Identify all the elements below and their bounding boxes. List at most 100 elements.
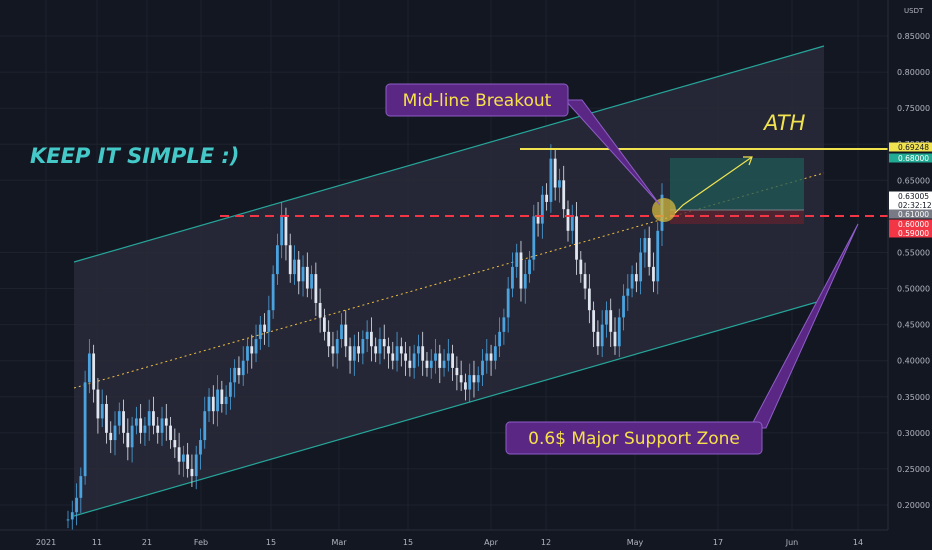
candle-body bbox=[472, 375, 476, 383]
candle-body bbox=[370, 331, 373, 347]
candle-body bbox=[464, 382, 467, 390]
ath-label: ATH bbox=[762, 111, 806, 135]
candle-body bbox=[216, 389, 219, 412]
price-tick-label: 0.35000 bbox=[897, 393, 930, 402]
candle-body bbox=[425, 360, 429, 368]
candle-body bbox=[100, 403, 104, 419]
candle-body bbox=[301, 266, 305, 282]
price-tick-label: 0.85000 bbox=[897, 32, 930, 41]
candle-body bbox=[545, 194, 549, 202]
candle-body bbox=[459, 375, 463, 383]
candle-body bbox=[314, 274, 318, 303]
candle-body bbox=[553, 158, 557, 188]
channel-fill bbox=[74, 46, 824, 516]
candle-body bbox=[485, 353, 489, 361]
candle-body bbox=[408, 360, 412, 368]
price-tag bbox=[889, 228, 932, 238]
candle-body bbox=[442, 360, 446, 368]
candle-body bbox=[169, 425, 172, 441]
candle-body bbox=[323, 317, 326, 332]
candle-body bbox=[293, 259, 296, 275]
price-axis-ticks: 0.850000.800000.750000.700000.650000.550… bbox=[897, 32, 930, 510]
candle-body bbox=[429, 360, 433, 368]
candle-body bbox=[335, 339, 339, 354]
time-tick-label: 21 bbox=[142, 538, 152, 547]
time-tick-label: Feb bbox=[194, 538, 208, 547]
candle-body bbox=[365, 331, 369, 340]
candle-body bbox=[506, 288, 510, 318]
candle-body bbox=[592, 310, 596, 332]
candle-body bbox=[489, 353, 493, 361]
candle-body bbox=[190, 468, 194, 477]
candle-body bbox=[83, 382, 87, 477]
candle-body bbox=[412, 353, 416, 368]
candle-body bbox=[652, 266, 655, 282]
candle-body bbox=[523, 274, 527, 289]
candle-body bbox=[233, 367, 237, 383]
candle-body bbox=[575, 216, 578, 260]
candle-body bbox=[241, 360, 245, 376]
candle-body bbox=[250, 346, 254, 354]
time-tick-label: Apr bbox=[484, 538, 499, 547]
price-tag-label: 0.63005 bbox=[898, 192, 929, 201]
time-tick-label: Mar bbox=[331, 538, 347, 547]
candle-body bbox=[181, 454, 185, 462]
candle-body bbox=[511, 266, 514, 289]
candle-body bbox=[562, 180, 566, 210]
candle-body bbox=[284, 216, 288, 246]
candle-body bbox=[549, 158, 553, 202]
candle-body bbox=[344, 324, 348, 347]
price-tick-label: 0.75000 bbox=[897, 104, 930, 113]
candle-body bbox=[502, 317, 506, 332]
candle-body bbox=[558, 180, 561, 188]
candle-body bbox=[207, 396, 211, 412]
candle-body bbox=[639, 252, 643, 282]
price-tag bbox=[889, 209, 932, 219]
candle-body bbox=[570, 216, 574, 231]
candle-body bbox=[318, 302, 322, 318]
candle-body bbox=[609, 310, 613, 332]
midline-callout-label: Mid-line Breakout bbox=[403, 91, 552, 111]
candle-body bbox=[224, 396, 228, 404]
candle-body bbox=[117, 411, 121, 426]
time-tick-label: 2021 bbox=[36, 538, 56, 547]
price-tag bbox=[889, 142, 932, 152]
time-tick-label: 12 bbox=[541, 538, 551, 547]
currency-label: USDT bbox=[904, 7, 924, 15]
candle-body bbox=[156, 425, 160, 433]
candle-body bbox=[647, 238, 651, 267]
midline-callout-box[interactable] bbox=[385, 83, 569, 117]
time-tick-label: May bbox=[627, 538, 644, 547]
price-tag-label: 0.61000 bbox=[898, 210, 929, 219]
candle-body bbox=[75, 497, 78, 513]
candle-body bbox=[134, 418, 138, 426]
candle-body bbox=[532, 216, 536, 260]
midline-callout-pointer bbox=[563, 99, 661, 206]
support-callout-box[interactable] bbox=[505, 421, 763, 455]
candle-body bbox=[643, 238, 647, 253]
candle-body bbox=[237, 367, 241, 376]
price-tag-label: 0.69248 bbox=[898, 143, 929, 152]
candle-body bbox=[87, 353, 91, 383]
price-axis[interactable] bbox=[888, 0, 932, 530]
candle-body bbox=[246, 346, 249, 361]
candle-body bbox=[348, 346, 352, 361]
time-axis[interactable] bbox=[0, 530, 932, 550]
candlestick-series bbox=[66, 144, 664, 531]
candle-body bbox=[327, 331, 331, 347]
candle-body bbox=[122, 411, 125, 433]
candle-body bbox=[446, 353, 450, 361]
candle-body bbox=[421, 346, 425, 361]
price-tick-label: 0.25000 bbox=[897, 465, 930, 474]
projection-arrowhead bbox=[743, 156, 753, 166]
candle-body bbox=[528, 259, 531, 275]
candle-body bbox=[404, 353, 407, 361]
candle-body bbox=[164, 418, 168, 426]
candle-body bbox=[481, 360, 484, 376]
candle-body bbox=[361, 339, 365, 354]
price-tick-label: 0.80000 bbox=[897, 68, 930, 77]
price-tick-label: 0.55000 bbox=[897, 248, 930, 257]
candle-body bbox=[70, 512, 74, 520]
price-tick-label: 0.45000 bbox=[897, 321, 930, 330]
